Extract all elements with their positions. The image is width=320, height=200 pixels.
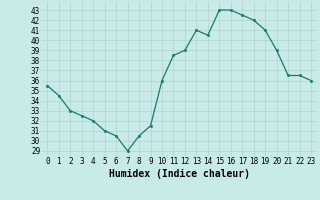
X-axis label: Humidex (Indice chaleur): Humidex (Indice chaleur) (109, 169, 250, 179)
